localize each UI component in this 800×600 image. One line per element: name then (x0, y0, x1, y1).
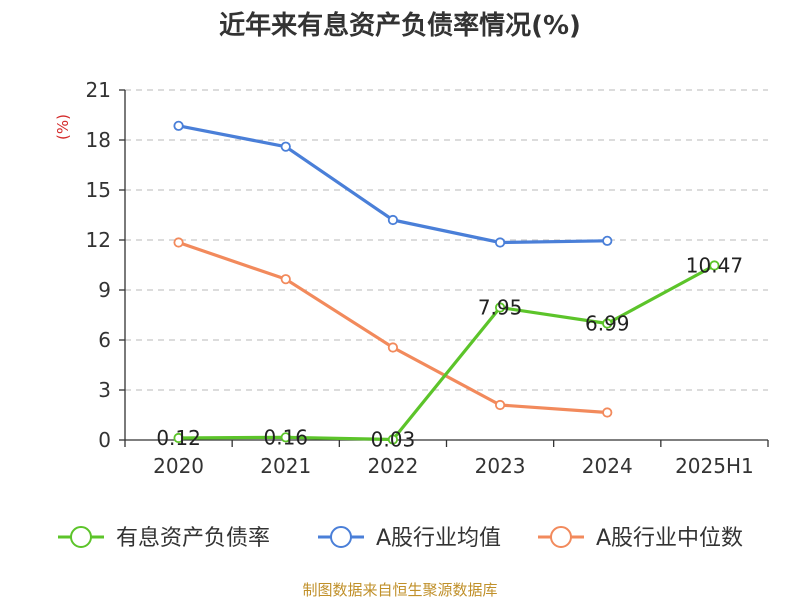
data-labels: 0.12 0.16 0.03 7.95 6.99 10.47 (156, 254, 743, 452)
legend-label: 有息资产负债率 (116, 526, 270, 551)
legend-swatch-marker (550, 526, 572, 548)
y-tick-label: 12 (86, 228, 111, 252)
data-label: 7.95 (478, 296, 523, 320)
y-axis-label: (%) (54, 114, 72, 140)
y-tick-label: 9 (98, 278, 111, 302)
x-tick-label: 2021 (260, 454, 311, 478)
x-tick-label: 2020 (153, 454, 204, 478)
data-point-0 (494, 302, 506, 313)
y-tick-label: 6 (98, 328, 111, 352)
data-source-note: 制图数据来自恒生聚源数据库 (302, 581, 497, 599)
y-tick-label: 18 (86, 128, 111, 152)
data-point-0 (173, 432, 184, 444)
legend-item-2: A股行业中位数 (538, 526, 743, 551)
grid-lines (125, 89, 768, 391)
data-point-1 (280, 141, 291, 152)
data-point-1 (387, 214, 399, 226)
data-point-1 (494, 237, 506, 248)
x-tick-label: 2023 (475, 454, 526, 478)
data-point-2 (602, 407, 613, 418)
series-line-2 (178, 240, 608, 415)
y-tick-label: 3 (98, 378, 111, 402)
series-line-0 (178, 264, 716, 442)
y-tick-label: 0 (98, 428, 111, 452)
data-point-0 (602, 318, 613, 329)
x-tick-label: 2024 (582, 454, 633, 478)
data-label: 0.16 (263, 425, 308, 449)
y-tick-label: 15 (86, 178, 111, 202)
chart-title: 近年来有息资产负债率情况(%) (219, 10, 581, 41)
legend-item-0: 有息资产负债率 (58, 526, 270, 551)
data-point-1 (602, 235, 613, 246)
data-label: 6.99 (585, 312, 630, 336)
data-point-0 (387, 434, 399, 445)
data-point-2 (387, 342, 399, 353)
y-tick-label: 21 (86, 78, 111, 102)
data-point-2 (173, 237, 184, 248)
data-label: 0.03 (371, 428, 416, 452)
data-label: 0.12 (156, 426, 201, 450)
axes: 0 3 6 9 12 15 18 21 2020 2021 2022 2023 2024 2025H1 (86, 78, 769, 478)
legend: 有息资产负债率 A股行业均值 A股行业中位数 (58, 526, 743, 551)
legend-item-1: A股行业均值 (318, 526, 501, 551)
x-tick-label: 2022 (367, 454, 418, 478)
legend-label: A股行业中位数 (596, 526, 743, 551)
legend-swatch-marker (70, 526, 92, 548)
legend-label: A股行业均值 (376, 526, 501, 551)
series-layer (173, 120, 720, 445)
legend-swatch-marker (330, 526, 352, 548)
data-point-2 (280, 274, 291, 285)
data-point-2 (494, 399, 506, 411)
data-label: 10.47 (686, 254, 743, 278)
data-point-1 (173, 120, 184, 131)
data-point-0 (709, 260, 720, 271)
x-tick-label: 2025H1 (675, 454, 754, 478)
data-point-0 (280, 432, 291, 443)
